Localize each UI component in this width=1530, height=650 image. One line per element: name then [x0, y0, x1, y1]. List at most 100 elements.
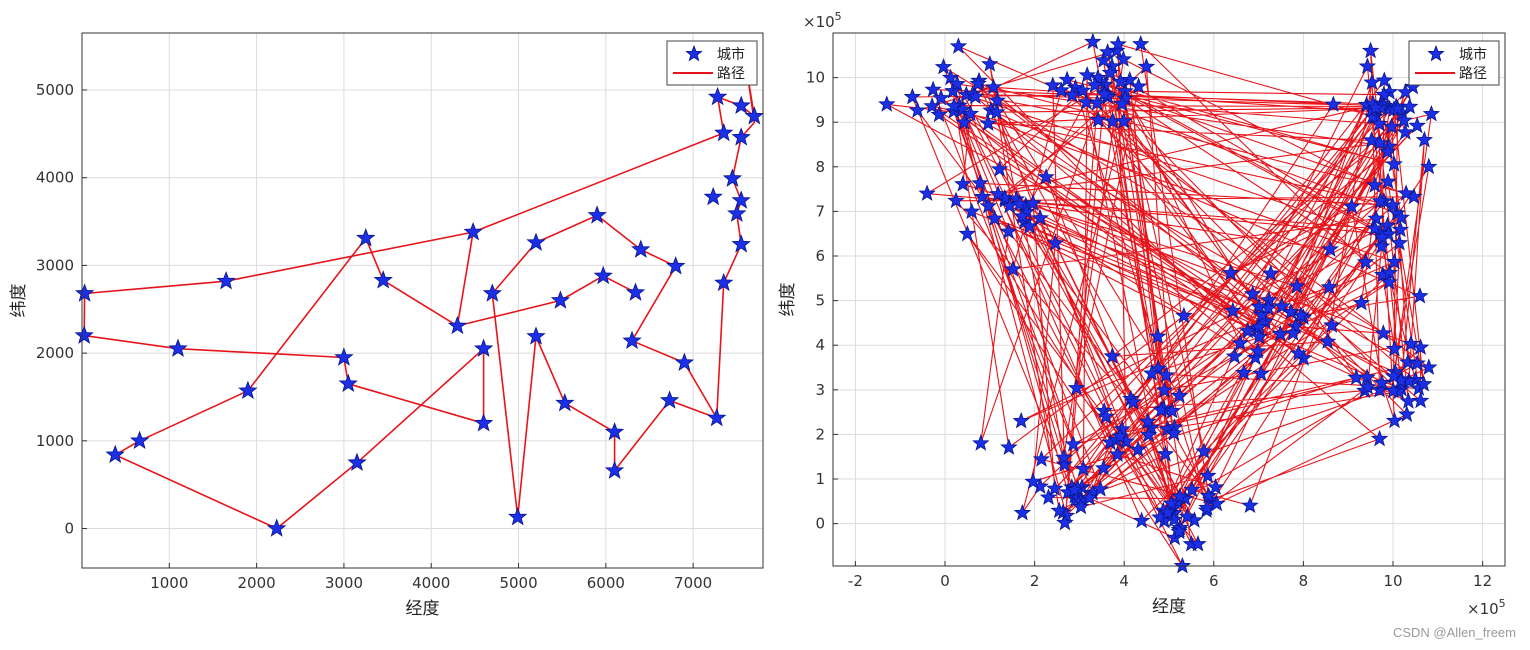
- city-marker: [979, 114, 997, 131]
- city-marker: [1175, 306, 1193, 324]
- city-marker: [1170, 386, 1189, 404]
- city-marker: [1065, 481, 1083, 498]
- city-marker: [1037, 168, 1055, 185]
- city-marker: [1415, 130, 1434, 148]
- city-marker: [1320, 278, 1338, 295]
- city-marker: [1163, 401, 1181, 419]
- city-marker: [1115, 112, 1133, 129]
- city-marker: [969, 74, 987, 92]
- city-marker: [903, 87, 922, 105]
- x-tick-label: 6: [1209, 572, 1219, 590]
- x-tick-label: 4000: [412, 574, 450, 592]
- city-marker: [947, 191, 965, 209]
- city-marker: [1024, 472, 1042, 490]
- city-marker: [1101, 63, 1119, 81]
- city-marker: [979, 197, 997, 214]
- city-marker: [989, 184, 1007, 202]
- city-marker: [1094, 51, 1113, 68]
- city-marker: [75, 283, 95, 302]
- city-marker: [1273, 297, 1291, 314]
- city-marker: [1370, 429, 1389, 447]
- city-marker: [1113, 420, 1131, 437]
- x-tick-label: 12: [1473, 572, 1492, 590]
- city-marker: [625, 282, 646, 301]
- x-tick-label: 1000: [150, 574, 188, 592]
- city-marker: [1384, 381, 1402, 399]
- city-marker: [347, 452, 367, 471]
- city-marker: [707, 86, 728, 106]
- city-marker: [1343, 197, 1361, 215]
- city-marker: [987, 103, 1006, 120]
- y-tick-label: 1: [815, 470, 825, 488]
- city-marker: [1361, 41, 1380, 59]
- y-tick-label: 8: [815, 158, 825, 176]
- city-marker: [338, 373, 358, 393]
- x-tick-label: 2000: [238, 574, 276, 592]
- city-marker: [955, 113, 973, 130]
- city-marker: [1284, 324, 1302, 341]
- city-marker: [1352, 293, 1371, 311]
- city-marker: [1077, 93, 1095, 110]
- city-marker: [1171, 487, 1189, 505]
- city-marker: [1132, 511, 1151, 529]
- city-marker: [999, 222, 1018, 240]
- city-marker: [587, 205, 607, 224]
- city-marker: [1420, 157, 1438, 175]
- y-tick-label: 4: [815, 336, 825, 354]
- city-marker: [1363, 73, 1381, 90]
- y-axis-label: 纬度: [9, 284, 29, 318]
- city-marker: [1392, 208, 1410, 226]
- city-marker: [1170, 522, 1188, 540]
- city-marker: [1408, 354, 1426, 371]
- city-marker: [1004, 260, 1022, 277]
- city-marker: [1198, 498, 1216, 516]
- city-marker: [1385, 252, 1404, 270]
- city-marker: [508, 506, 528, 526]
- city-marker: [1108, 445, 1127, 462]
- city-marker: [604, 460, 625, 479]
- city-marker: [1173, 556, 1192, 574]
- city-marker: [1063, 85, 1081, 103]
- city-marker: [1137, 57, 1156, 75]
- city-marker: [1149, 327, 1167, 345]
- city-marker: [1223, 301, 1242, 319]
- ticks: 1000 2000 3000 4000 5000 6000 7000 0 1000 2000 300…: [36, 81, 712, 592]
- city-marker: [168, 338, 188, 357]
- city-marker: [1183, 480, 1201, 498]
- city-marker: [1013, 207, 1031, 224]
- city-marker: [1142, 364, 1161, 381]
- city-marker: [1288, 277, 1306, 294]
- legend-entry-path: 路径: [1459, 66, 1487, 82]
- legend-entry-path: 路径: [717, 66, 745, 82]
- city-marker: [526, 232, 546, 251]
- city-marker: [958, 224, 976, 242]
- axes-frame: [832, 32, 1506, 567]
- path-series: [83, 231, 485, 530]
- city-marker: [1067, 378, 1086, 396]
- city-marker: [1165, 424, 1183, 441]
- y-tick-label: 10: [806, 69, 825, 87]
- x-axis-label: 经度: [406, 599, 440, 619]
- city-marker: [1250, 327, 1268, 345]
- city-marker: [731, 95, 751, 115]
- city-marker: [703, 186, 723, 206]
- city-marker: [1383, 196, 1402, 213]
- y-exponent-power: 5: [835, 10, 842, 23]
- legend-box: [666, 40, 758, 86]
- city-marker: [482, 283, 502, 302]
- city-marker: [474, 413, 494, 432]
- city-marker: [1159, 503, 1177, 521]
- city-marker: [1032, 450, 1051, 467]
- y-tick-label: 2: [815, 425, 825, 443]
- city-marker: [1074, 459, 1092, 477]
- x-tick-label: 0: [940, 572, 950, 590]
- y-tick-label: 3: [815, 381, 825, 399]
- city-marker: [1088, 94, 1106, 111]
- city-marker: [1111, 427, 1129, 444]
- city-marker: [1165, 510, 1183, 528]
- city-marker: [238, 380, 258, 400]
- city-marker: [1080, 488, 1099, 506]
- city-marker: [1318, 332, 1337, 350]
- city-marker: [1395, 111, 1413, 129]
